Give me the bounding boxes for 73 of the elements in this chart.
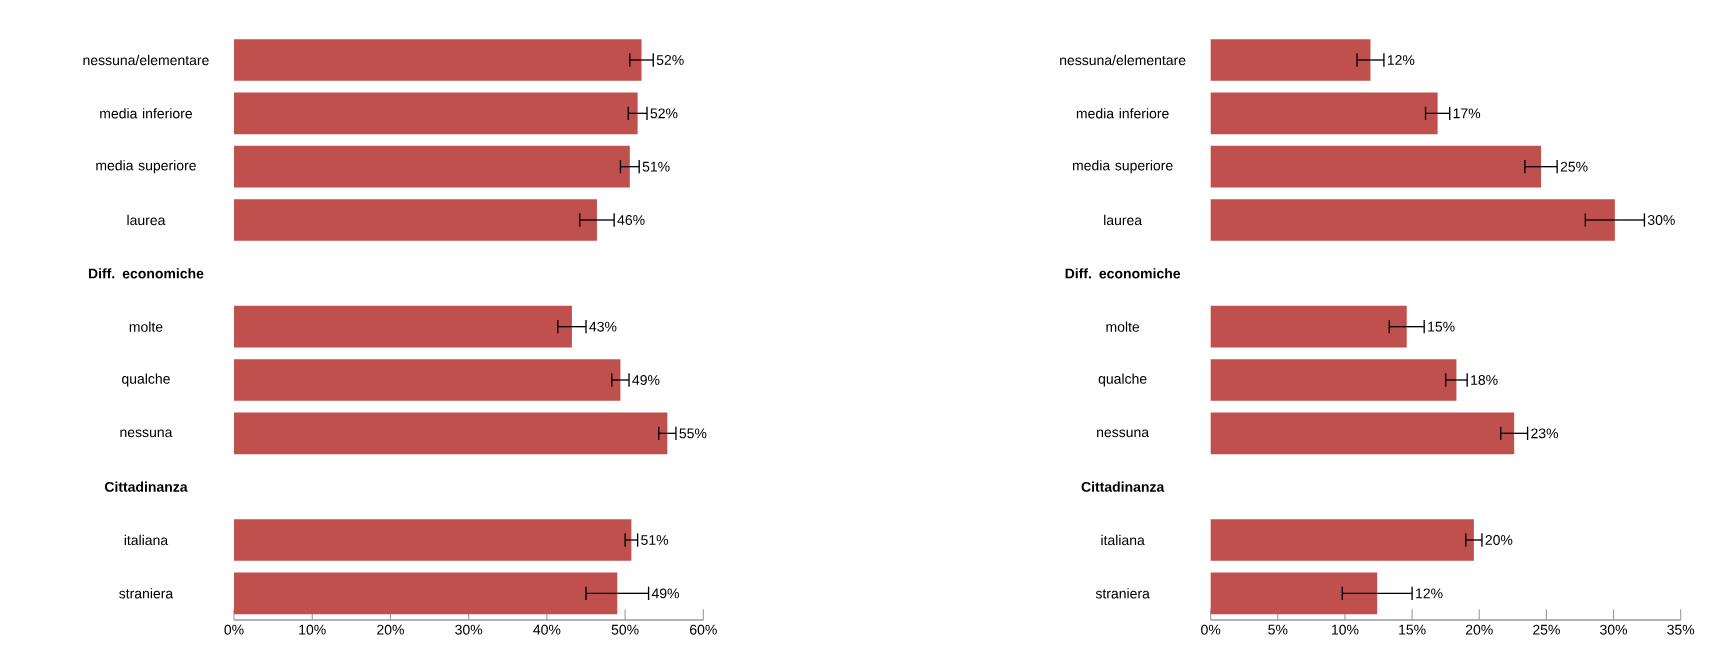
x-tick-label: 15% <box>1399 624 1426 635</box>
data-label: 12% <box>1416 588 1443 599</box>
bar <box>1210 39 1371 81</box>
x-tick-label: 30% <box>455 624 483 635</box>
y-tick-label: qualche <box>122 373 170 387</box>
data-label: 20% <box>1485 535 1513 545</box>
bar <box>1210 519 1474 561</box>
bar <box>1210 572 1378 615</box>
x-tick-label: 60% <box>690 624 717 635</box>
y-tick-label: media inferiore <box>1076 108 1169 119</box>
x-tick-label: 10% <box>1332 624 1359 635</box>
data-label: 15% <box>1428 321 1455 332</box>
data-label: 52% <box>656 55 684 65</box>
y-tick-label: molte <box>129 321 163 332</box>
y-tick-label: nessuna <box>1097 429 1150 438</box>
x-tick-label: 50% <box>611 624 639 635</box>
bar <box>1210 199 1615 241</box>
x-tick-label: 25% <box>1533 624 1560 635</box>
data-label: 12% <box>1387 55 1415 65</box>
data-label: 23% <box>1531 428 1559 439</box>
bar <box>1210 305 1407 348</box>
y-tick-label: Cittadinanza <box>1081 481 1165 492</box>
bar <box>234 39 642 81</box>
y-tick-label: media inferiore <box>100 108 192 119</box>
y-tick-label: qualche <box>1098 373 1147 387</box>
bar <box>1210 359 1457 401</box>
data-label: 51% <box>641 535 669 545</box>
y-tick-label: italiana <box>124 534 169 546</box>
data-label: 43% <box>589 321 617 332</box>
x-tick-label: 5% <box>1268 624 1288 635</box>
y-tick-label: Diff. economiche <box>88 268 204 279</box>
data-label: 55% <box>679 428 707 439</box>
bar <box>234 92 638 135</box>
x-tick-label: 0% <box>224 624 244 635</box>
y-tick-label: molte <box>1106 321 1140 332</box>
bar <box>1210 145 1542 188</box>
data-label: 51% <box>642 161 670 172</box>
bar <box>234 305 572 348</box>
y-tick-label: laurea <box>1104 214 1143 226</box>
y-tick-label: nessuna <box>120 429 173 438</box>
data-label: 25% <box>1560 161 1588 172</box>
data-label: 49% <box>651 588 680 599</box>
x-tick-label: 20% <box>377 624 404 635</box>
data-label: 30% <box>1647 215 1675 225</box>
y-tick-label: nessuna/elementare <box>1060 54 1186 66</box>
y-tick-label: Diff. economiche <box>1065 268 1181 279</box>
data-label: 49% <box>632 375 660 385</box>
y-tick-label: media superiore <box>1072 160 1173 174</box>
y-tick-label: nessuna/elementare <box>83 54 209 66</box>
x-tick-label: 40% <box>533 624 561 635</box>
data-label: 17% <box>1453 108 1481 119</box>
bar <box>234 412 668 455</box>
bar <box>1210 412 1515 455</box>
bar <box>1210 92 1438 135</box>
bar <box>234 145 630 188</box>
x-tick-label: 30% <box>1600 624 1628 635</box>
x-tick-label: 20% <box>1465 624 1493 635</box>
x-tick-label: 35% <box>1667 624 1695 635</box>
y-tick-label: straniera <box>119 588 174 599</box>
bar <box>234 199 597 241</box>
data-label: 46% <box>617 215 645 225</box>
bar <box>234 359 621 401</box>
x-tick-label: 10% <box>299 624 326 635</box>
data-label: 18% <box>1471 375 1498 385</box>
bar <box>234 572 618 615</box>
y-tick-label: Cittadinanza <box>104 481 188 492</box>
data-label: 52% <box>650 108 678 119</box>
y-tick-label: media superiore <box>96 160 196 174</box>
y-tick-label: italiana <box>1101 534 1145 546</box>
x-tick-label: 0% <box>1201 624 1221 635</box>
bar <box>234 519 632 561</box>
y-tick-label: straniera <box>1095 588 1150 599</box>
y-tick-label: laurea <box>127 214 166 226</box>
